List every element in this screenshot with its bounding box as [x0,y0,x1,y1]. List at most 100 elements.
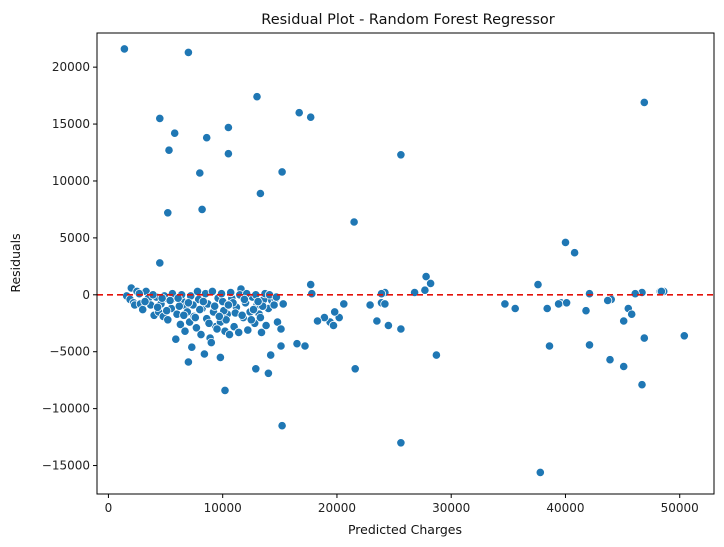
data-point-1 [183,47,193,58]
data-point-16 [197,204,207,214]
data-point-176 [248,304,259,315]
data-point-36 [603,295,613,306]
data-point-72 [330,307,340,317]
y-tick-label: 10000 [52,174,90,188]
data-point-56 [277,421,287,431]
data-point-54 [535,467,545,477]
x-tick-label: 10000 [204,501,242,515]
data-point-80 [380,299,390,309]
data-point-178 [140,296,150,307]
x-tick-label: 40000 [546,501,584,515]
data-point-190 [269,300,279,310]
data-point-6 [155,113,165,124]
data-point-191 [157,293,167,303]
data-point-65 [292,339,302,349]
data-point-137 [243,325,253,335]
data-point-121 [206,337,216,348]
data-point-11 [223,149,233,159]
data-point-188 [246,315,256,325]
data-point-187 [237,310,247,320]
data-point-108 [180,326,190,336]
data-point-76 [312,316,323,326]
data-point-117 [199,349,209,359]
data-point-21 [155,258,165,268]
data-point-13 [277,167,287,177]
data-point-91 [138,304,148,315]
data-point-104 [171,334,181,344]
data-point-7 [223,122,233,133]
data-point-10 [164,145,174,155]
data-point-26 [420,285,430,295]
data-point-24 [306,279,316,290]
y-tick-label: −10000 [42,402,90,416]
data-point-61 [183,357,193,367]
data-point-172 [204,318,214,328]
data-point-168 [165,295,175,306]
data-point-169 [174,301,184,311]
data-point-193 [183,298,193,308]
data-point-183 [198,296,208,307]
x-tick-label: 0 [105,501,113,515]
data-point-63 [431,350,441,360]
y-axis-label: Residuals [8,233,23,292]
data-point-51 [639,333,649,343]
data-point-39 [553,299,564,309]
x-axis-label: Predicted Charges [348,522,462,537]
data-point-59 [251,364,261,374]
data-point-133 [234,327,244,337]
data-point-83 [307,289,317,299]
data-point-4 [294,108,304,118]
data-point-64 [215,352,225,362]
data-point-42 [542,303,552,314]
data-point-77 [339,299,349,309]
data-point-70 [372,316,382,326]
data-point-113 [191,323,201,333]
y-tick-label: 5000 [59,231,90,245]
data-point-2 [252,92,262,102]
data-point-173 [212,324,222,334]
data-point-145 [261,320,271,331]
data-point-106 [175,319,185,329]
data-point-14 [195,168,205,178]
data-point-171 [190,312,200,323]
x-tick-label: 20000 [318,501,356,515]
data-point-69 [383,320,393,331]
data-point-189 [255,312,265,323]
data-point-67 [276,341,286,351]
plot-frame [96,32,715,495]
data-point-152 [134,289,144,299]
data-point-57 [220,385,230,395]
data-point-150 [276,324,286,334]
data-point-5 [306,112,316,122]
data-point-78 [365,300,375,310]
chart-title: Residual Plot - Random Forest Regressor [261,12,554,28]
data-point-47 [584,340,595,350]
data-point-115 [196,329,206,340]
data-point-53 [637,380,647,390]
data-point-3 [639,97,649,108]
data-point-143 [256,327,267,337]
data-point-15 [255,188,265,199]
x-tick-label: 50000 [661,501,699,515]
x-axis: 0 10000 20000 30000 40000 50000 [105,494,699,515]
data-point-60 [350,364,360,374]
y-tick-label: 15000 [52,117,90,131]
data-point-196 [223,300,233,310]
data-point-25 [533,279,543,290]
y-tick-label: 20000 [52,60,90,74]
data-point-55 [396,438,406,448]
data-point-197 [239,294,249,304]
data-point-17 [163,208,173,218]
data-point-19 [560,237,571,247]
data-point-45 [627,309,637,319]
data-point-52 [679,331,689,341]
data-point-18 [349,217,359,227]
y-axis: −15000 −10000 −5000 0 5000 10000 15000 20000 [42,60,97,473]
data-point-161 [216,289,227,299]
data-point-40 [500,299,510,309]
data-point-198 [253,296,263,307]
y-tick-label: 0 [82,288,90,302]
data-point-68 [396,324,406,334]
data-point-22 [421,271,431,282]
